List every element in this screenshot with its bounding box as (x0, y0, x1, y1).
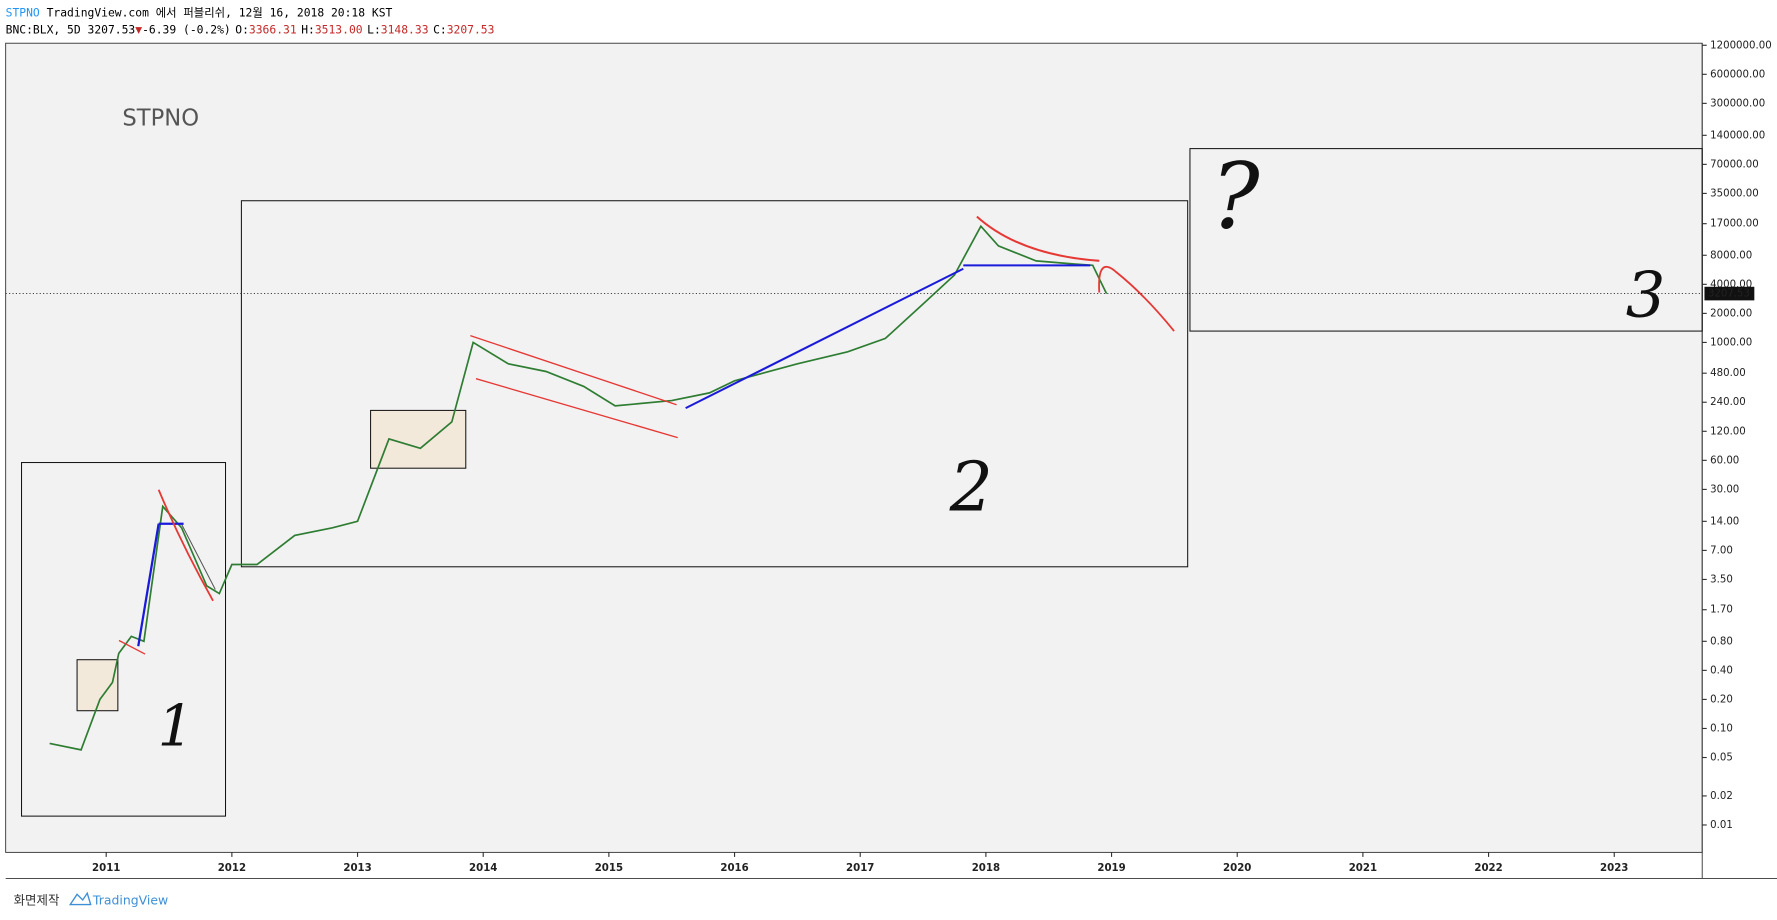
ohlc-value: 3513.00 (315, 23, 363, 37)
annotation: 2 (949, 449, 993, 528)
ohlc-key: H: (301, 23, 315, 37)
brand: STPNO (6, 6, 40, 20)
x-tick-label: 2011 (92, 863, 120, 874)
x-tick-label: 2015 (595, 863, 623, 874)
tv-logo (68, 891, 92, 906)
y-tick-label: 300000.00 (1710, 98, 1765, 109)
y-tick-label: 30.00 (1710, 484, 1739, 495)
y-tick-label: 140000.00 (1710, 130, 1765, 141)
x-tick-label: 2012 (218, 863, 246, 874)
trend-line (137, 523, 160, 647)
watermark-title: STPNO (122, 106, 199, 132)
y-tick-label: 0.01 (1710, 820, 1733, 831)
y-tick-label: 0.10 (1710, 723, 1733, 734)
annotation: 1 (158, 694, 194, 760)
x-tick-label: 2021 (1349, 863, 1377, 874)
x-tick-label: 2013 (343, 863, 371, 874)
y-tick-label: 0.40 (1710, 665, 1733, 676)
footer-made: 화면제작 (14, 893, 60, 908)
annotation: 3 (1626, 259, 1666, 332)
ohlc-value: 3366.31 (249, 23, 297, 37)
trend-drawings (118, 215, 1175, 655)
x-tick-label: 2022 (1474, 863, 1502, 874)
y-tick-label: 0.80 (1710, 636, 1733, 647)
projection-curve (1098, 266, 1175, 332)
y-tick-label: 2000.00 (1710, 308, 1752, 319)
y-tick-label: 0.05 (1710, 753, 1733, 764)
y-tick-label: 7.00 (1710, 545, 1733, 556)
last-price-label: 3207.53 (1708, 289, 1750, 300)
box (370, 409, 467, 469)
annotation: ? (1211, 144, 1261, 249)
symbol: BNC:BLX, 5D 3207.53 (6, 23, 136, 37)
x-tick-label: 2018 (972, 863, 1000, 874)
box (76, 659, 119, 712)
x-tick-label: 2017 (846, 863, 874, 874)
y-tick-label: 1000.00 (1710, 337, 1752, 348)
x-tick-label: 2020 (1223, 863, 1251, 874)
header-line2: BNC:BLX, 5D 3207.53▼-6.39 (-0.2%) O:3366.… (6, 23, 495, 37)
trend-curve (976, 215, 1100, 262)
y-tick-label: 3.50 (1710, 574, 1733, 585)
ohlc-key: L: (367, 23, 381, 37)
y-tick-label: 240.00 (1710, 397, 1746, 408)
y-tick-label: 35000.00 (1710, 188, 1759, 199)
box (1189, 148, 1703, 332)
y-tick-label: 1200000.00 (1710, 40, 1772, 51)
box (21, 462, 227, 817)
y-tick-label: 70000.00 (1710, 159, 1759, 170)
y-tick-label: 600000.00 (1710, 69, 1765, 80)
trend-curve (157, 489, 214, 602)
y-tick-label: 4000.00 (1710, 279, 1752, 290)
trend-line (470, 334, 677, 406)
ohlc-key: O: (235, 23, 249, 37)
drawings (21, 148, 1703, 817)
header-line1: STPNO TradingView.com 에서 퍼블리쉬, 12월 16, 2… (6, 6, 393, 20)
published: TradingView.com 에서 퍼블리쉬, 12월 16, 2018 20… (47, 6, 393, 20)
y-tick-label: 480.00 (1710, 368, 1746, 379)
y-tick-label: 120.00 (1710, 426, 1746, 437)
ohlc-key: C: (433, 23, 447, 37)
x-tick-label: 2016 (720, 863, 748, 874)
y-tick-label: 0.02 (1710, 791, 1733, 802)
trend-line (685, 267, 964, 410)
y-tick-label: 1.70 (1710, 605, 1733, 616)
ohlc-value: 3148.33 (381, 23, 429, 37)
ohlc-value: 3207.53 (447, 23, 495, 37)
last-price-tag (1704, 286, 1755, 301)
change: -6.39 (-0.2%) (142, 23, 231, 37)
price-line (49, 224, 1108, 751)
footer-brand: TradingView (92, 893, 168, 908)
trend-line (180, 523, 216, 590)
trend-line (118, 639, 146, 655)
y-tick-label: 8000.00 (1710, 250, 1752, 261)
y-tick-label: 17000.00 (1710, 219, 1759, 230)
y-tick-label: 14.00 (1710, 516, 1739, 527)
change-arrow: ▼ (135, 23, 142, 37)
y-tick-label: 60.00 (1710, 455, 1739, 466)
box (240, 200, 1189, 568)
x-tick-label: 2023 (1600, 863, 1628, 874)
y-tick-label: 0.20 (1710, 694, 1733, 705)
x-tick-label: 2019 (1097, 863, 1125, 874)
x-tick-label: 2014 (469, 863, 497, 874)
trend-line (475, 378, 678, 439)
plot-area (5, 42, 1703, 853)
